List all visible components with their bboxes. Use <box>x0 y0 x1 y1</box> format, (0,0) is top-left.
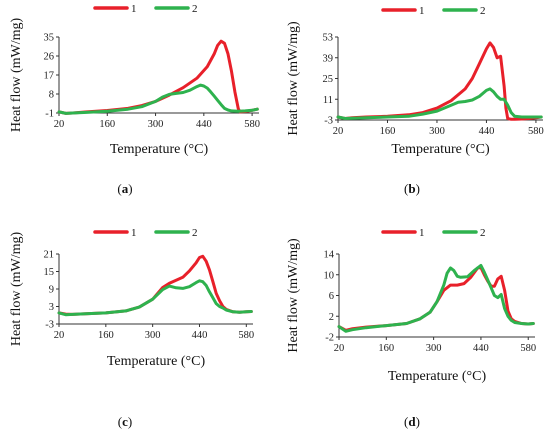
caption-paren-open: ( <box>404 414 408 429</box>
y-tick-label: 11 <box>323 95 333 106</box>
legend-label-1: 1 <box>419 5 425 17</box>
caption-letter: c <box>122 414 128 429</box>
caption-paren-close: ) <box>416 181 420 196</box>
y-axis-label: Heat flow (mW/mg) <box>286 238 301 353</box>
legend-label-1: 1 <box>131 3 137 15</box>
caption-letter: d <box>408 414 416 429</box>
x-tick-label: 20 <box>334 343 345 354</box>
panel-d: -2 2 6 10 14 20 160 300 440 580 Heat flow (mW/mg) T… <box>286 227 536 429</box>
legend-label-2: 2 <box>192 3 198 15</box>
series-line-1 <box>57 254 253 316</box>
y-tick-label: 21 <box>44 250 55 261</box>
x-tick-label: 20 <box>54 330 65 341</box>
series-line-2 <box>336 87 543 120</box>
x-tick-label: 20 <box>333 126 344 137</box>
caption-paren-open: ( <box>404 181 408 196</box>
x-axis-label: Temperature (°C) <box>391 142 490 157</box>
series-line-2 <box>57 83 259 115</box>
x-tick-label: 300 <box>145 330 161 341</box>
y-tick-label: 10 <box>324 270 335 281</box>
caption-paren-open: ( <box>117 181 121 196</box>
y-tick-label: 53 <box>323 33 334 44</box>
panel-caption: (c) <box>118 414 132 429</box>
y-tick-label: 35 <box>44 33 55 44</box>
x-axis-label: Temperature (°C) <box>107 354 206 369</box>
y-tick-label: 2 <box>329 312 334 323</box>
x-tick-label: 580 <box>520 343 536 354</box>
y-tick-label: 25 <box>323 74 334 85</box>
x-tick-label: 300 <box>148 119 164 130</box>
y-tick-label: 17 <box>44 71 55 82</box>
caption-paren-close: ) <box>128 181 132 196</box>
x-tick-label: 160 <box>378 343 394 354</box>
x-tick-label: 20 <box>54 119 65 130</box>
panel-b: -3 11 25 39 53 20 160 300 440 580 Heat flow (mW/mg… <box>286 5 544 196</box>
y-tick-label: 26 <box>44 52 55 63</box>
x-tick-label: 440 <box>479 126 495 137</box>
y-tick-label: 6 <box>329 291 334 302</box>
panel-caption: (d) <box>404 414 420 429</box>
legend-label-2: 2 <box>192 227 198 239</box>
x-tick-label: 300 <box>426 343 442 354</box>
legend-label-2: 2 <box>480 5 486 17</box>
y-tick-label: 3 <box>49 302 54 313</box>
panel-caption: (a) <box>117 181 132 196</box>
y-axis-label: Heat flow (mW/mg) <box>9 232 24 347</box>
x-axis-label: Temperature (°C) <box>110 142 209 157</box>
x-tick-label: 440 <box>473 343 489 354</box>
y-axis-label: Heat flow (mW/mg) <box>9 18 24 133</box>
series-line-2 <box>337 263 535 333</box>
y-axis-label: Heat flow (mW/mg) <box>286 21 301 136</box>
x-tick-label: 300 <box>429 126 445 137</box>
caption-paren-open: ( <box>118 414 122 429</box>
y-tick-label: 39 <box>323 53 334 64</box>
x-tick-label: 440 <box>196 119 212 130</box>
y-tick-label: -1 <box>45 109 54 120</box>
x-tick-label: 580 <box>244 119 260 130</box>
caption-paren-close: ) <box>128 414 132 429</box>
y-tick-label: -3 <box>45 320 54 331</box>
caption-letter: b <box>408 181 415 196</box>
legend-label-1: 1 <box>131 227 137 239</box>
y-tick-label: 8 <box>49 90 54 101</box>
y-tick-label: 9 <box>49 285 54 296</box>
series-line-1 <box>337 266 535 332</box>
series-line-2 <box>57 279 253 317</box>
y-tick-label: 15 <box>44 267 55 278</box>
x-tick-label: 440 <box>192 330 208 341</box>
panel-caption: (b) <box>404 181 420 196</box>
y-tick-label: 14 <box>324 250 335 261</box>
x-tick-label: 160 <box>98 330 114 341</box>
series-line-1 <box>336 41 543 121</box>
x-axis-label: Temperature (°C) <box>388 369 487 384</box>
caption-letter: a <box>122 181 129 196</box>
x-tick-label: 160 <box>380 126 396 137</box>
x-tick-label: 580 <box>238 330 254 341</box>
x-tick-label: 580 <box>528 126 544 137</box>
panel-a: -1 8 17 26 35 20 160 300 440 580 Heat flow (mW/mg)… <box>9 3 260 196</box>
caption-paren-close: ) <box>416 414 420 429</box>
y-tick-label: -2 <box>325 333 334 344</box>
x-tick-label: 160 <box>99 119 115 130</box>
series-line-1 <box>57 39 259 115</box>
legend-label-1: 1 <box>419 227 425 239</box>
y-tick-label: -3 <box>324 116 333 127</box>
legend-label-2: 2 <box>480 227 486 239</box>
